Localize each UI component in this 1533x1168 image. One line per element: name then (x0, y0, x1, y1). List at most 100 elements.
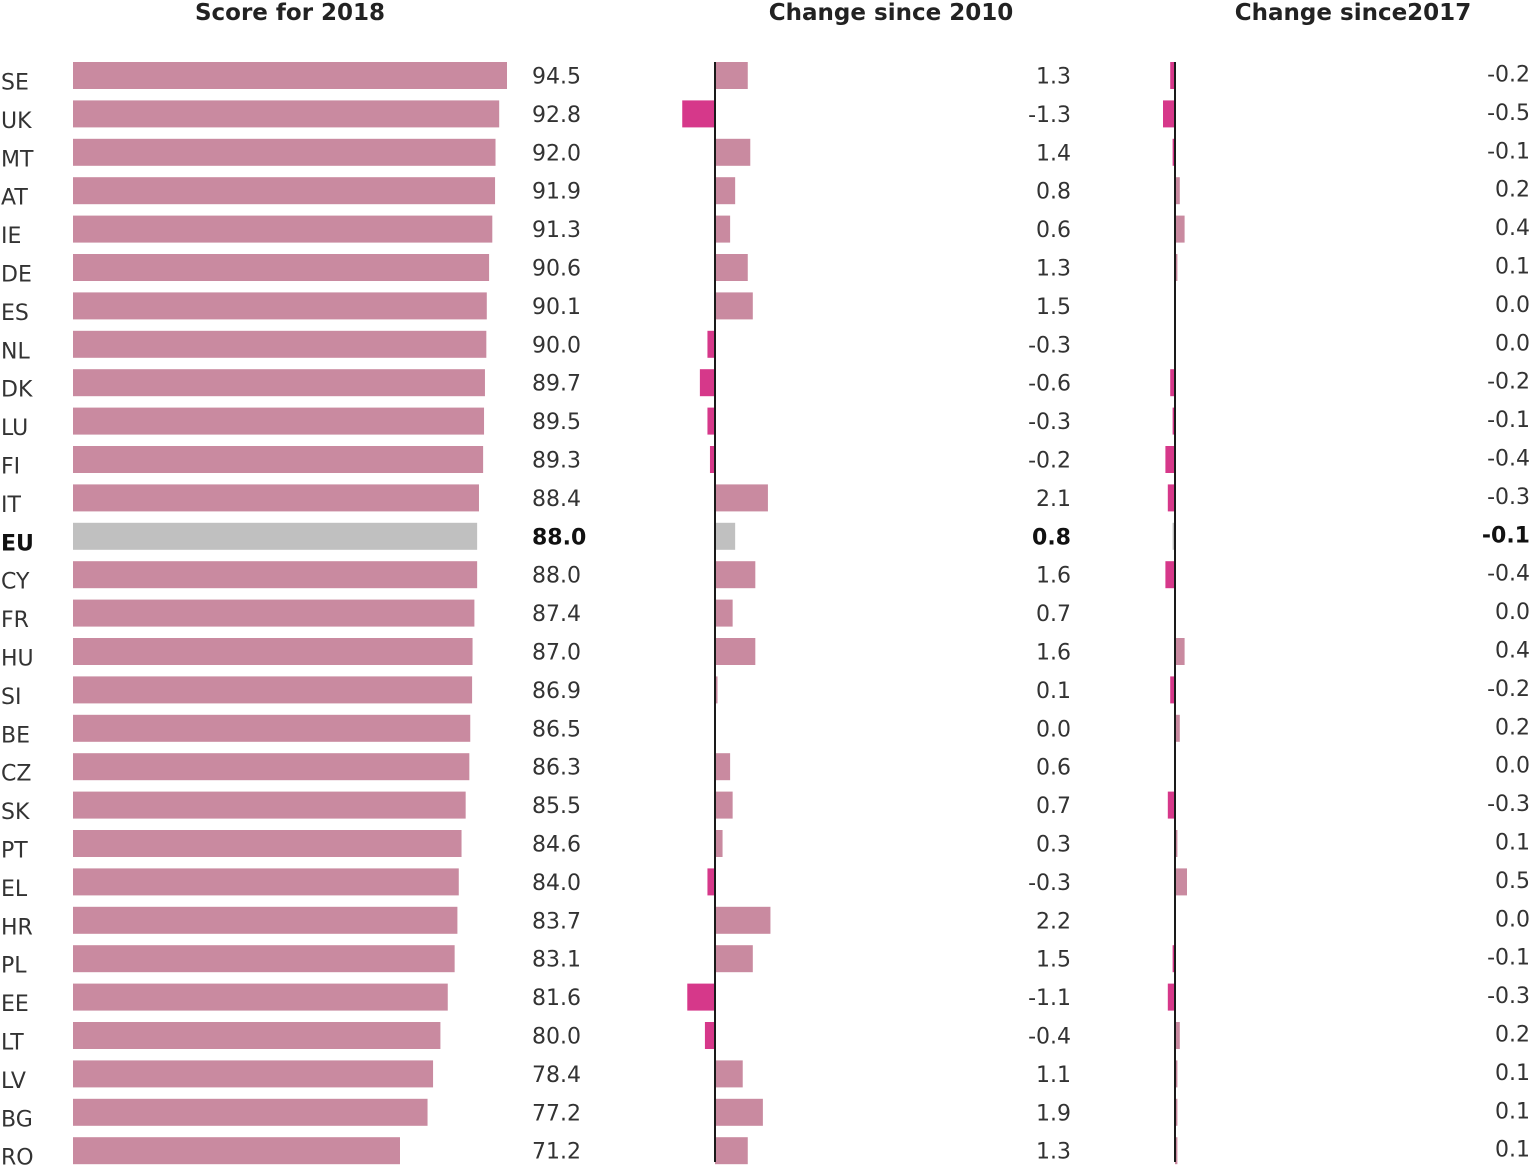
change-2010-value-label: -0.3 (1028, 333, 1071, 358)
score-value-label: 85.5 (532, 794, 581, 819)
header-change-2017: Change since2017 (1235, 0, 1471, 26)
change-2017-bar (1172, 138, 1175, 166)
change-2010-bar (715, 791, 733, 819)
change-2010-value-label: 1.4 (1036, 141, 1071, 166)
change-2017-value-label: 0.1 (1495, 1061, 1530, 1086)
change-2017-bar (1165, 446, 1175, 473)
score-value-label: 94.5 (532, 65, 581, 90)
change-2010-value-label: 0.0 (1036, 717, 1071, 742)
change-2017-bar (1175, 1137, 1178, 1165)
change-2010-bar (715, 215, 731, 243)
change-2010-bar (715, 254, 748, 281)
score-value-label: 87.0 (532, 641, 581, 666)
change-2010-bar (715, 1098, 763, 1126)
change-2017-value-label: 0.2 (1495, 178, 1530, 203)
change-2010-value-label: 1.6 (1036, 564, 1071, 589)
score-value-label: 78.4 (532, 1063, 581, 1088)
category-label: MT (1, 147, 34, 172)
category-label: EU (1, 531, 34, 556)
change-2017-bar (1175, 215, 1185, 243)
change-2010-value-label: -0.3 (1028, 871, 1071, 896)
change-2017-bar (1175, 1060, 1178, 1088)
change-2010-value-label: 0.7 (1036, 602, 1071, 627)
score-bar (73, 1022, 441, 1049)
change-2017-value-label: 0.0 (1495, 331, 1530, 356)
change-2010-value-label: 1.3 (1036, 1140, 1071, 1165)
score-value-label: 88.4 (532, 487, 581, 512)
score-value-label: 88.0 (532, 564, 581, 589)
change-2017-bar (1172, 407, 1175, 435)
category-label: SK (1, 800, 30, 825)
change-2017-value-label: 0.0 (1495, 754, 1530, 779)
change-2010-value-label: 1.5 (1036, 948, 1071, 973)
change-2017-bar (1175, 868, 1187, 896)
change-2010-bar (704, 1022, 715, 1049)
change-2010-value-label: 1.3 (1036, 65, 1071, 90)
change-2017-value-label: -0.1 (1487, 408, 1530, 433)
score-bar (73, 484, 479, 512)
change-2010-value-label: -0.3 (1028, 410, 1071, 435)
category-label: DE (1, 263, 32, 288)
score-value-label: 88.0 (532, 525, 586, 550)
change-2010-value-label: 0.1 (1036, 679, 1071, 704)
score-value-label: 77.2 (532, 1101, 581, 1126)
change-2010-value-label: 0.8 (1036, 180, 1071, 205)
category-label: RO (1, 1146, 34, 1168)
change-2010-value-label: 1.1 (1036, 1063, 1071, 1088)
change-2017-bar (1165, 561, 1175, 589)
score-value-label: 87.4 (532, 602, 581, 627)
change-2017-value-label: 0.1 (1495, 1138, 1530, 1163)
change-2010-bar (715, 638, 756, 665)
score-value-label: 86.9 (532, 679, 581, 704)
change-2017-value-label: 0.1 (1495, 255, 1530, 280)
score-bar (73, 1060, 434, 1088)
change-2017-bar (1175, 1098, 1178, 1126)
score-value-label: 89.7 (532, 372, 581, 397)
change-2010-bar (715, 561, 756, 589)
change-2017-bar (1163, 100, 1175, 128)
change-2017-value-label: 0.1 (1495, 1099, 1530, 1124)
change-2017-bar (1170, 676, 1175, 704)
score-value-label: 80.0 (532, 1025, 581, 1050)
change-2010-value-label: 0.6 (1036, 756, 1071, 781)
score-value-label: 81.6 (532, 986, 581, 1011)
change-2010-bar (715, 753, 731, 781)
change-2010-bar (715, 484, 768, 512)
score-bar (73, 561, 478, 589)
score-value-label: 91.3 (532, 218, 581, 243)
change-2010-value-label: -0.4 (1028, 1025, 1071, 1050)
change-2010-bar (715, 906, 771, 934)
change-2010-value-label: 0.8 (1032, 525, 1071, 550)
score-value-label: 92.8 (532, 103, 581, 128)
category-label: CZ (1, 762, 31, 787)
score-value-label: 83.1 (532, 948, 581, 973)
change-2017-bar (1170, 62, 1175, 89)
change-2010-bar (707, 330, 715, 358)
change-2010-bar (709, 446, 715, 473)
score-value-label: 89.5 (532, 410, 581, 435)
score-bar (73, 369, 485, 397)
change-2010-value-label: 1.5 (1036, 295, 1071, 320)
category-label: ES (1, 301, 29, 326)
change-2010-bar (715, 292, 753, 320)
category-label: BG (1, 1107, 33, 1132)
change-2017-bar (1172, 522, 1175, 550)
score-bar (73, 599, 475, 627)
change-2010-value-label: -1.3 (1028, 103, 1071, 128)
category-label: SE (1, 71, 29, 96)
change-2010-bar (707, 407, 715, 435)
category-label: HR (1, 915, 33, 940)
score-value-label: 90.0 (532, 333, 581, 358)
change-2010-value-label: 1.6 (1036, 641, 1071, 666)
change-2010-bar (707, 868, 715, 896)
score-bar (73, 330, 487, 358)
change-2017-value-label: -0.1 (1482, 523, 1530, 548)
change-2017-value-label: 0.0 (1495, 600, 1530, 625)
change-2017-bar (1172, 945, 1175, 973)
change-2010-value-label: 2.1 (1036, 487, 1071, 512)
change-2010-value-label: 1.3 (1036, 257, 1071, 282)
change-2010-value-label: 0.3 (1036, 833, 1071, 858)
change-2017-bar (1175, 714, 1180, 742)
change-2017-value-label: 0.1 (1495, 831, 1530, 856)
